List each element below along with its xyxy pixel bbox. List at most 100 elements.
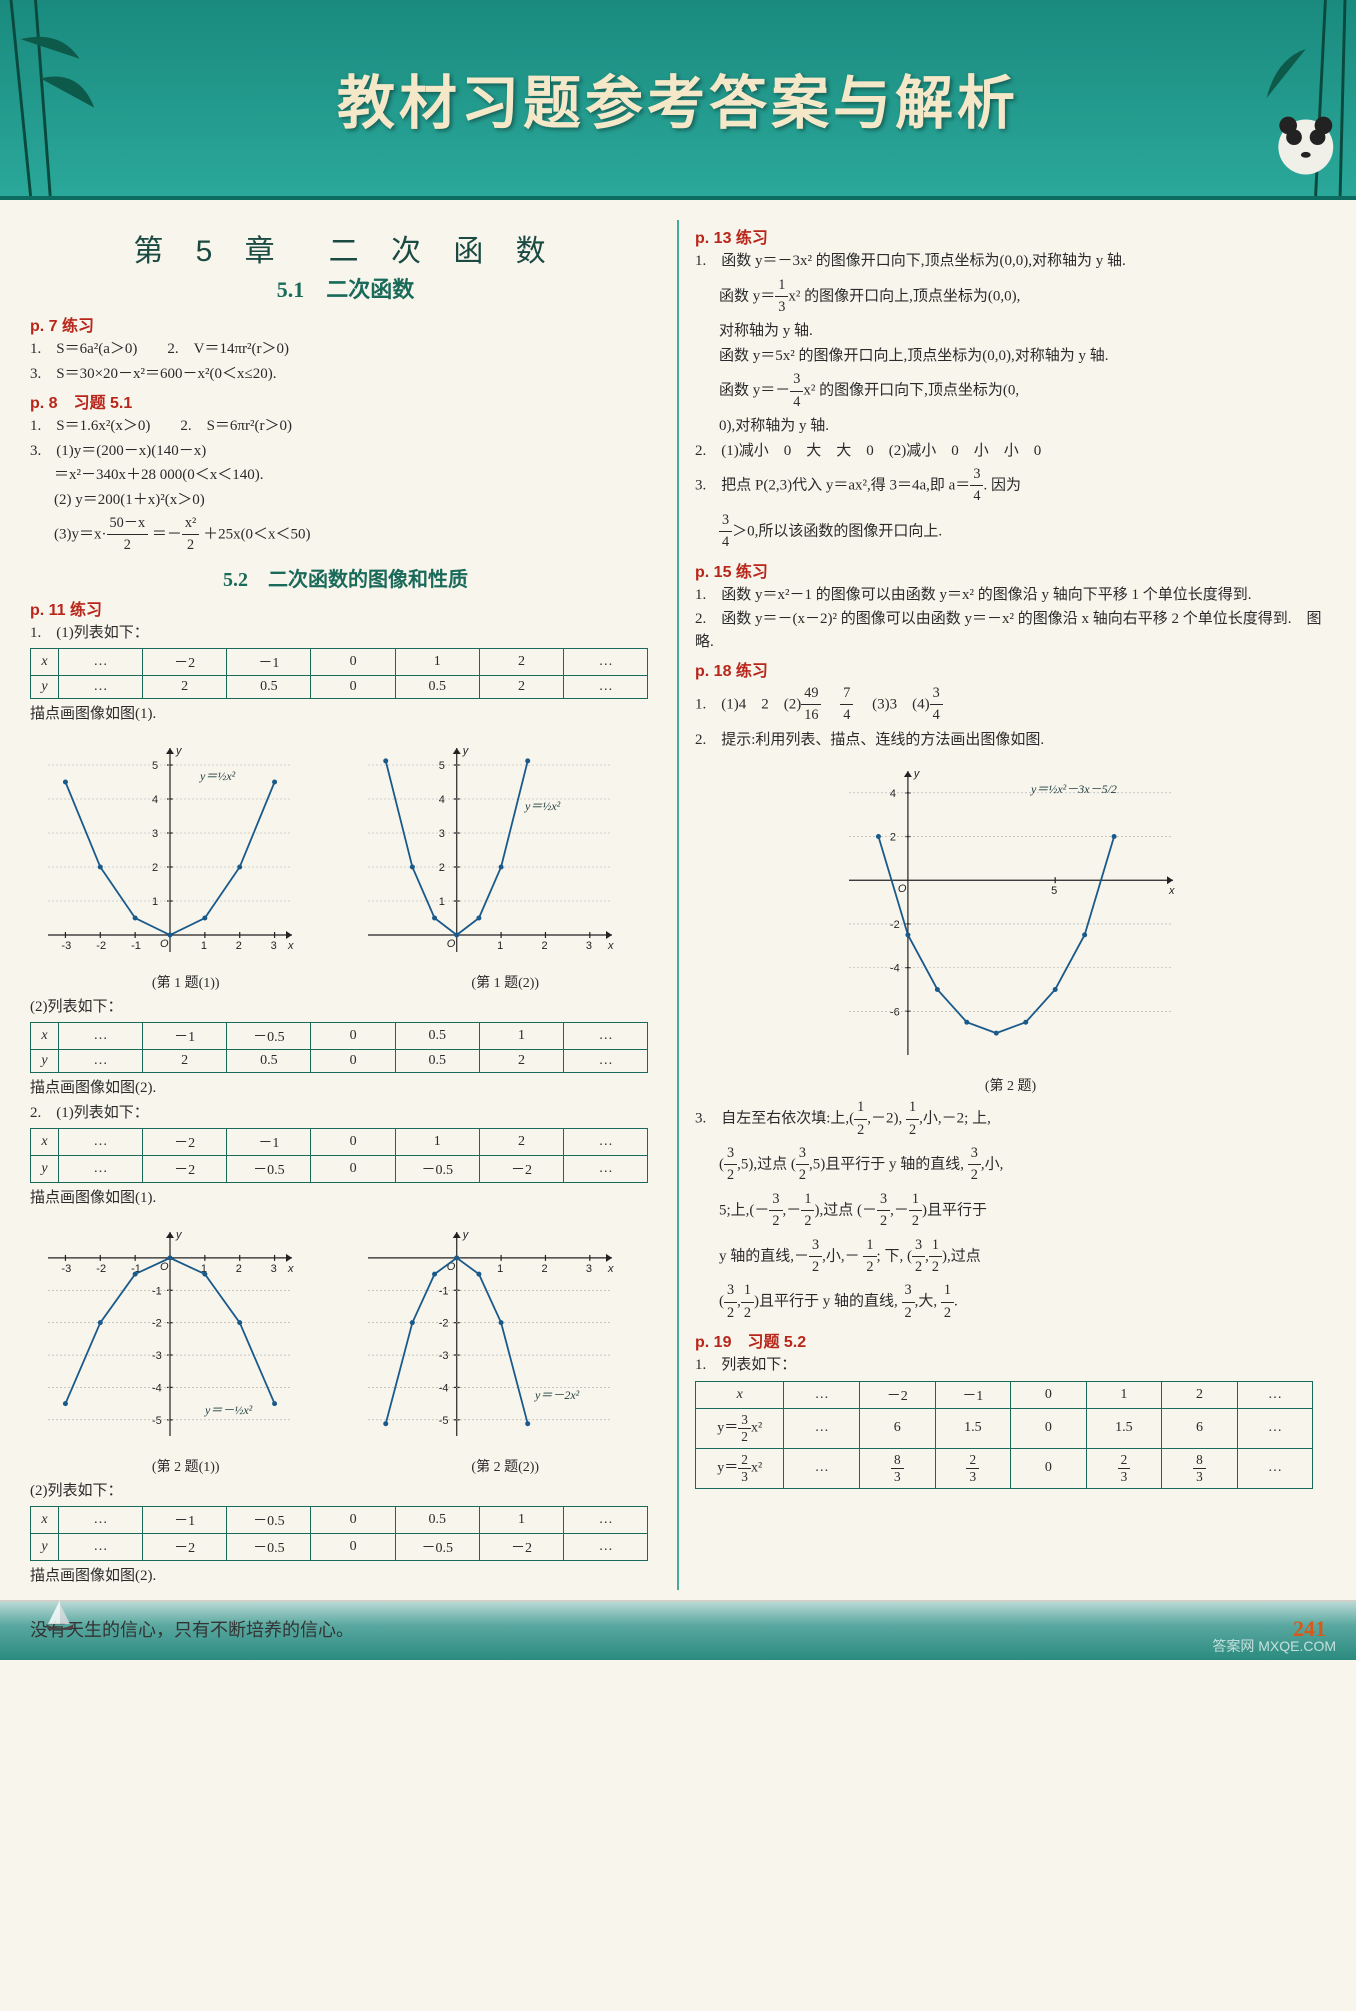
p19-table: x…－2－1012… y＝32x²…61.501.56… y＝23x²…8323… — [695, 1381, 1313, 1489]
table-cell: 0 — [311, 1156, 395, 1183]
p11-table2: x…－1－0.500.51…y…20.500.52… — [30, 1022, 648, 1073]
p11-after-t2: 描点画图像如图(2). — [30, 1077, 661, 1100]
table-cell: －2 — [479, 1534, 563, 1561]
table-cell: 2 — [143, 676, 227, 699]
table-cell: 1.5 — [935, 1408, 1011, 1448]
table-cell: … — [58, 649, 142, 676]
p8-ref: p. 8 习题 5.1 — [30, 389, 661, 413]
table-cell: y＝23x² — [696, 1448, 784, 1488]
table-cell: 83 — [860, 1448, 936, 1488]
table-cell: 2 — [479, 649, 563, 676]
p13-l1: 1. 函数 y＝－3x² 的图像开口向下,顶点坐标为(0,0),对称轴为 y 轴… — [695, 250, 1326, 273]
table-cell: … — [564, 1156, 648, 1183]
svg-text:3: 3 — [152, 828, 158, 840]
svg-text:-4: -4 — [152, 1382, 162, 1394]
table-cell: －0.5 — [395, 1534, 479, 1561]
table-cell: 2 — [479, 1050, 563, 1073]
table-cell: y — [31, 1050, 59, 1073]
svg-text:-2: -2 — [889, 919, 899, 931]
caption-2-1: (第 2 题(1)) — [30, 1456, 342, 1476]
svg-text:2: 2 — [236, 1263, 242, 1275]
table-cell: －0.5 — [395, 1156, 479, 1183]
p15-l1: 1. 函数 y＝x²－1 的图像可以由函数 y＝x² 的图像沿 y 轴向下平移 … — [695, 584, 1326, 607]
table-cell: 0 — [311, 649, 395, 676]
svg-text:2: 2 — [152, 862, 158, 874]
svg-text:y: y — [461, 745, 469, 757]
p11-q1-2: (2)列表如下： — [30, 996, 661, 1019]
table-cell: －0.5 — [227, 1156, 311, 1183]
p18-ref: p. 18 练习 — [695, 657, 1326, 681]
table-cell: y＝32x² — [696, 1408, 784, 1448]
svg-text:5: 5 — [1051, 885, 1057, 897]
svg-text:-2: -2 — [152, 1317, 162, 1329]
caption-p18: (第 2 题) — [695, 1075, 1326, 1095]
p11-q2: 2. (1)列表如下： — [30, 1102, 661, 1125]
p11-chart-row-1: xyO-3-2-112312345y＝½x² (第 1 题(1)) xyO123… — [30, 730, 661, 992]
svg-text:1: 1 — [497, 1263, 503, 1275]
svg-text:y: y — [461, 1229, 469, 1241]
table-cell: x — [31, 1023, 59, 1050]
svg-text:y＝½x²－3x－5/2: y＝½x²－3x－5/2 — [1030, 782, 1117, 796]
p15-ref: p. 15 练习 — [695, 558, 1326, 582]
table-cell: －2 — [143, 649, 227, 676]
svg-text:-4: -4 — [889, 963, 899, 975]
table-cell: … — [1237, 1381, 1313, 1408]
svg-text:y: y — [912, 768, 920, 780]
p7-line2: 3. S＝30×20－x²＝600－x²(0＜x≤20). — [30, 363, 661, 386]
svg-text:-4: -4 — [438, 1382, 448, 1394]
svg-text:x: x — [607, 1263, 614, 1275]
chart-q1-2: xyO12312345y＝½x² — [350, 730, 630, 970]
table-cell: 1 — [395, 649, 479, 676]
svg-text:2: 2 — [889, 832, 895, 844]
svg-text:2: 2 — [236, 940, 242, 952]
caption-1-2: (第 1 题(2)) — [350, 972, 662, 992]
table-cell: 0.5 — [395, 1050, 479, 1073]
svg-text:1: 1 — [152, 896, 158, 908]
svg-text:3: 3 — [271, 940, 277, 952]
p13-l8: 3. 把点 P(2,3)代入 y＝ax²,得 3＝4a,即 a＝34. 因为 — [695, 464, 1326, 508]
table-cell: … — [564, 676, 648, 699]
p7-ref: p. 7 练习 — [30, 312, 661, 336]
svg-text:1: 1 — [438, 896, 444, 908]
svg-text:-3: -3 — [438, 1350, 448, 1362]
svg-text:3: 3 — [438, 828, 444, 840]
svg-text:-3: -3 — [61, 940, 71, 952]
p18-l1: 1. (1)4 2 (2)4916 74 (3)3 (4)34 — [695, 683, 1326, 727]
table-cell: x — [31, 649, 59, 676]
p13-l9: 34＞0,所以该函数的图像开口向上. — [695, 510, 1326, 554]
table-cell: … — [1237, 1408, 1313, 1448]
svg-text:3: 3 — [585, 940, 591, 952]
table-cell: －2 — [143, 1156, 227, 1183]
p11-chart-row-2: xyO-3-2-1123-1-2-3-4-5y＝－½x² (第 2 题(1)) … — [30, 1214, 661, 1476]
p18-l5: 5;上,(－32,－12),过点 (－32,－12)且平行于 — [695, 1189, 1326, 1233]
svg-text:4: 4 — [152, 794, 158, 806]
svg-text:O: O — [160, 938, 169, 950]
table-cell: y — [31, 676, 59, 699]
table-cell: 0 — [311, 676, 395, 699]
p8-line5: (3)y＝x·50－x2 ＝－x²2 ＋25x(0＜x＜50) — [30, 513, 661, 557]
table-cell: … — [564, 1023, 648, 1050]
chart-q2-2: xyO123-1-2-3-4-5y＝－2x² — [350, 1214, 630, 1454]
table-cell: 0 — [311, 1507, 395, 1534]
p8-line3: ＝x²－340x＋28 000(0＜x＜140). — [30, 464, 661, 487]
table-cell: －2 — [860, 1381, 936, 1408]
sailboat-icon — [40, 1596, 80, 1636]
svg-text:-3: -3 — [61, 1263, 71, 1275]
table-cell: 2 — [479, 676, 563, 699]
table-cell: 1 — [479, 1507, 563, 1534]
svg-text:2: 2 — [438, 862, 444, 874]
svg-text:1: 1 — [497, 940, 503, 952]
table-cell: … — [58, 1507, 142, 1534]
p7-line1: 1. S＝6a²(a＞0) 2. V＝14πr²(r＞0) — [30, 338, 661, 361]
svg-text:y＝－½x²: y＝－½x² — [204, 1403, 253, 1417]
svg-text:3: 3 — [585, 1263, 591, 1275]
table-cell: 2 — [1162, 1381, 1238, 1408]
table-cell: 6 — [860, 1408, 936, 1448]
table-cell: －1 — [143, 1023, 227, 1050]
p15-l2: 2. 函数 y＝－(x－2)² 的图像可以由函数 y＝－x² 的图像沿 x 轴向… — [695, 608, 1326, 653]
svg-text:y＝－2x²: y＝－2x² — [534, 1388, 580, 1402]
svg-text:O: O — [897, 883, 906, 895]
p13-ref: p. 13 练习 — [695, 224, 1326, 248]
footer-bar: 没有天生的信心，只有不断培养的信心。 241 答案网 MXQE.COM — [0, 1600, 1356, 1660]
svg-text:-5: -5 — [438, 1415, 448, 1427]
